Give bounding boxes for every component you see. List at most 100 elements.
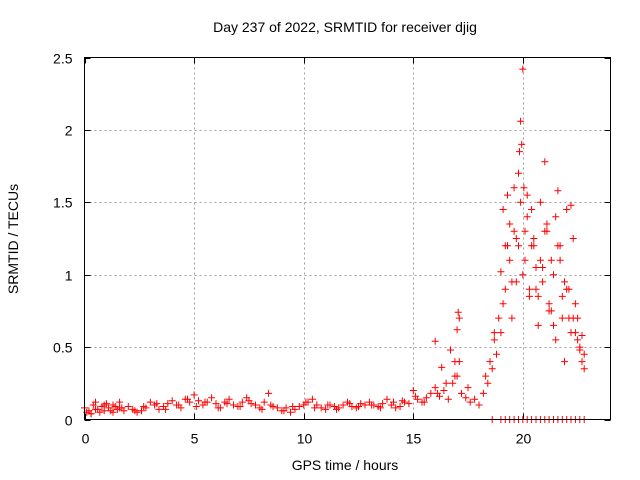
data-point [454,308,462,316]
data-point [427,389,435,397]
data-point [409,387,417,394]
data-point [554,187,562,195]
data-point [530,235,538,242]
data-point [523,191,531,199]
data-point [245,397,253,405]
data-point [471,395,479,403]
data-point [563,206,571,213]
data-point [214,404,222,412]
data-point [131,407,139,415]
data-point [501,242,509,250]
data-point [100,401,108,409]
data-point [223,400,231,408]
data-point [541,158,549,166]
data-point [545,300,553,308]
data-point [488,365,496,373]
data-point [379,400,387,408]
data-point [565,285,573,293]
data-point [252,401,259,409]
data-point [346,400,354,408]
data-point [361,401,369,409]
data-point [195,397,202,405]
y-axis-label: SRMTID / TECUs [5,184,21,294]
data-point [440,387,448,394]
data-point [516,148,523,156]
x-tick-labels: 0 5 10 15 20 [82,431,532,447]
data-point [92,398,99,406]
data-point [212,400,220,408]
data-point [532,264,540,271]
y-tick-label: 1 [65,268,73,284]
data-point [517,117,525,125]
data-point [449,379,457,387]
data-point [451,358,459,366]
data-point [495,314,503,322]
data-point [258,405,266,413]
data-point [458,389,465,397]
data-point [515,242,522,250]
data-point [190,391,198,399]
data-point [124,403,132,410]
data-point [565,314,573,322]
data-point [396,403,404,410]
y-tick-label: 2 [65,123,73,139]
data-point [153,400,161,408]
data-point [333,405,340,413]
y-tick-label: 1.5 [53,195,73,211]
data-point [442,379,450,387]
data-point [493,350,500,358]
data-point [230,401,237,409]
data-point [499,300,507,308]
data-point [273,404,281,412]
data-point [433,389,441,397]
data-point [92,405,99,413]
data-point [528,206,536,213]
data-point [392,404,400,412]
data-point [506,256,514,264]
data-point [556,256,564,264]
data-point [420,398,428,406]
data-point [192,403,200,410]
data-point [422,394,430,402]
data-point [517,198,525,206]
y-tick-label: 0 [65,413,73,429]
data-point [556,242,564,250]
data-point [164,400,172,408]
data-point [558,292,566,300]
data-point [317,404,325,412]
data-point [534,292,542,300]
data-point [466,398,474,406]
data-point [552,213,560,221]
data-point [550,321,557,329]
data-point [138,407,145,415]
data-point [438,363,446,371]
data-point [512,235,520,242]
data-point [486,358,494,366]
data-point [574,314,582,322]
data-point [451,372,459,380]
data-point [561,278,568,286]
data-point [576,346,584,354]
data-point [322,405,330,413]
data-point [520,184,528,192]
data-point [464,384,472,392]
data-point [580,365,588,373]
data-point [497,329,505,337]
data-point [311,404,319,412]
data-point [574,336,582,344]
data-point [558,314,566,322]
data-point [504,191,511,199]
data-point [260,398,268,406]
data-point [580,350,588,358]
data-point [484,379,492,387]
data-point [383,395,391,403]
data-point [545,307,553,315]
x-tick-label: 15 [406,431,422,447]
data-point [87,410,95,418]
x-axis-label: GPS time / hours [292,457,399,473]
axis-ticks [84,57,611,421]
data-point [519,65,527,73]
data-point [295,403,303,410]
data-points [81,65,588,423]
data-point [208,394,216,402]
